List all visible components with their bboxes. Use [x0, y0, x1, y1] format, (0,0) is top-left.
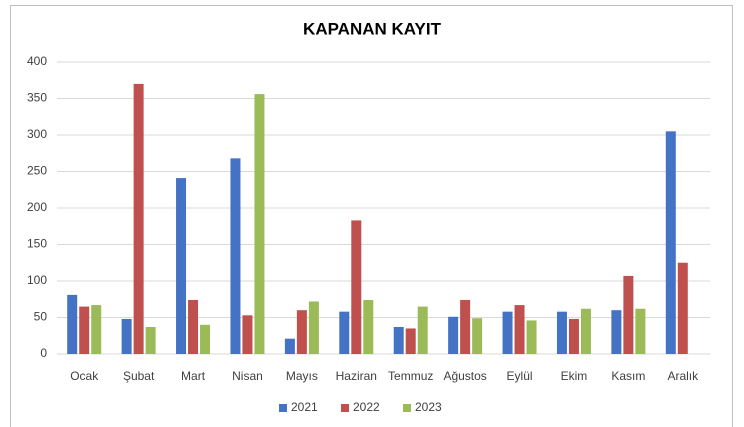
chart-title: KAPANAN KAYIT [303, 19, 442, 38]
bar [91, 305, 102, 354]
bar [393, 326, 404, 354]
bar [460, 299, 471, 354]
x-tick-label: Ocak [70, 369, 99, 383]
legend-label: 2023 [415, 400, 442, 414]
y-tick-label: 150 [27, 237, 47, 251]
x-tick-label: Ağustos [443, 369, 486, 383]
y-tick-label: 0 [40, 346, 47, 360]
bar [188, 299, 199, 354]
bar [526, 320, 537, 354]
legend-label: 2021 [291, 400, 318, 414]
x-tick-label: Ekim [561, 369, 588, 383]
bar [635, 308, 646, 354]
bar [514, 305, 525, 354]
x-tick-label: Haziran [336, 369, 377, 383]
legend-label: 2022 [353, 400, 380, 414]
bar [677, 262, 688, 354]
bar [568, 318, 579, 354]
bar [145, 326, 156, 354]
bar [284, 338, 295, 354]
bar [339, 311, 350, 354]
x-tick-label: Temmuz [388, 369, 433, 383]
legend-swatch [279, 404, 287, 412]
x-tick-label: Mayıs [286, 369, 318, 383]
y-tick-label: 50 [34, 310, 48, 324]
bar [363, 299, 374, 354]
bar [611, 310, 622, 354]
y-tick-label: 100 [27, 273, 47, 287]
y-tick-label: 200 [27, 200, 47, 214]
bar [405, 328, 416, 354]
bar [665, 131, 676, 354]
bar [351, 220, 362, 354]
bar [448, 316, 459, 354]
x-tick-label: Eylül [507, 369, 533, 383]
bar [242, 315, 253, 354]
x-tick-label: Şubat [123, 369, 155, 383]
y-tick-label: 400 [27, 54, 47, 68]
bar [417, 306, 428, 354]
legend-swatch [341, 404, 349, 412]
y-tick-label: 250 [27, 164, 47, 178]
x-tick-label: Mart [181, 369, 206, 383]
bar [556, 311, 567, 354]
bar [308, 301, 319, 354]
bar [623, 275, 634, 354]
bar [121, 318, 132, 354]
x-tick-label: Aralık [667, 369, 699, 383]
legend-swatch [403, 404, 411, 412]
x-tick-label: Kasım [611, 369, 645, 383]
y-tick-label: 350 [27, 91, 47, 105]
bar [580, 308, 591, 354]
y-tick-label: 300 [27, 127, 47, 141]
x-tick-label: Nisan [232, 369, 263, 383]
bar [133, 83, 144, 355]
bar [79, 306, 90, 354]
bar [254, 94, 265, 355]
chart-border [10, 5, 733, 427]
bar [200, 324, 211, 354]
bar [176, 178, 187, 354]
bar [502, 311, 513, 354]
bar [230, 158, 241, 354]
bar [472, 318, 483, 354]
bar [296, 310, 307, 354]
bar [67, 294, 78, 354]
